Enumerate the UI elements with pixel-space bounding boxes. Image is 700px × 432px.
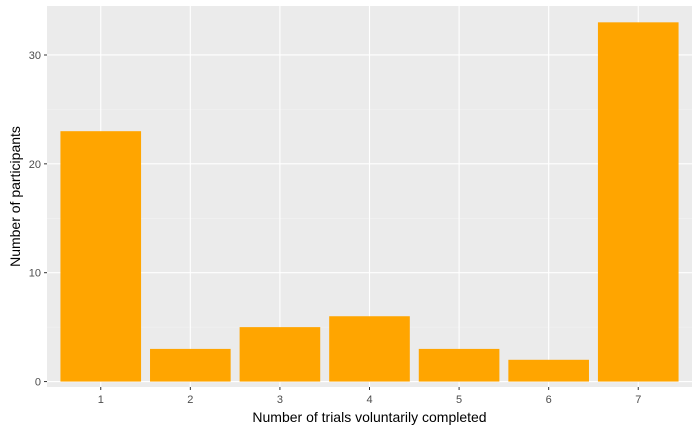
axis-ticks	[44, 54, 639, 390]
bar-2	[150, 348, 231, 382]
y-axis-title: Number of participants	[7, 126, 23, 267]
bar-6	[508, 359, 589, 382]
x-tick-label: 7	[635, 394, 641, 406]
x-tick-label: 1	[98, 394, 104, 406]
bar-7	[597, 22, 679, 382]
bars	[60, 22, 679, 382]
bar-1	[60, 131, 142, 382]
bar-5	[418, 348, 500, 382]
y-tick-labels: 0 10 20 30	[29, 50, 41, 389]
x-tick-labels: 1 2 3 4 5 6 7	[98, 394, 642, 406]
y-tick-label: 10	[29, 268, 41, 280]
x-tick-label: 6	[546, 394, 552, 406]
y-tick-label: 20	[29, 159, 41, 171]
bar-4	[329, 316, 410, 382]
x-tick-label: 3	[277, 394, 283, 406]
y-tick-label: 30	[29, 50, 41, 62]
x-tick-label: 2	[187, 394, 193, 406]
y-tick-label: 0	[35, 377, 41, 389]
x-tick-label: 5	[456, 394, 462, 406]
x-tick-label: 4	[366, 394, 372, 406]
bar-3	[239, 327, 321, 382]
x-axis-title: Number of trials voluntarily completed	[252, 409, 486, 425]
